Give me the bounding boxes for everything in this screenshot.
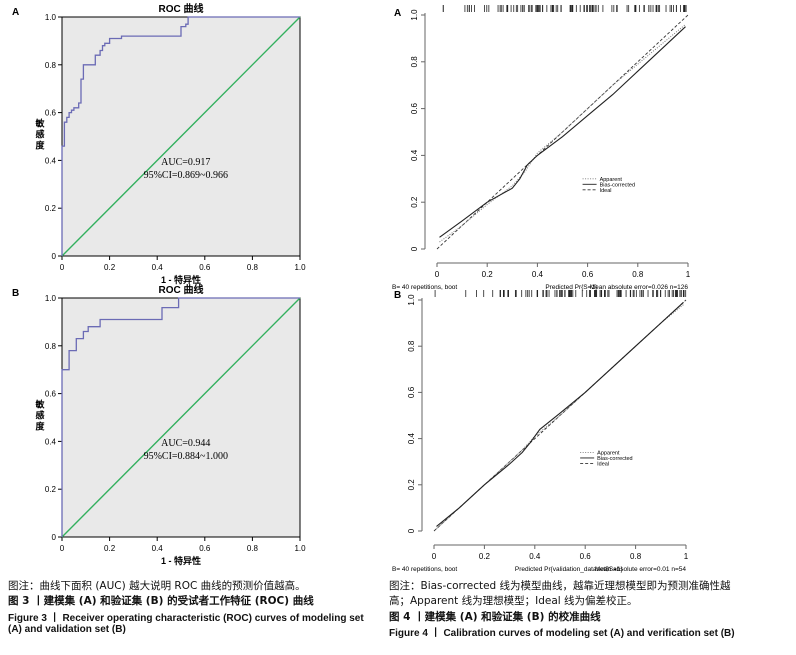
roc1-x-tick-label: 0.2 bbox=[104, 544, 116, 553]
cal3-y-tick-label: 0.6 bbox=[407, 386, 416, 398]
cal2-apparent-line bbox=[439, 24, 686, 243]
cal2-footer-left: B= 40 repetitions, boot bbox=[392, 284, 457, 291]
cal2-y-tick-label: 1.0 bbox=[410, 9, 419, 21]
fig4-note-line1: 图注：Bias-corrected 线为模型曲线，越靠近理想模型即为预测准确性越 bbox=[389, 580, 731, 592]
cal2-y-tick-label: 0.4 bbox=[410, 149, 419, 161]
cal3-y-tick-label: 0.2 bbox=[407, 479, 416, 491]
roc1-panel-label: B bbox=[12, 288, 19, 299]
roc0-x-axis-label: 1 - 特异性 bbox=[161, 274, 201, 285]
roc0-x-tick-label: 0.2 bbox=[104, 263, 116, 272]
cal2-footer-right: Mean absolute error=0.026 n=126 bbox=[590, 284, 689, 291]
fig3-caption-en-line2: (A) and validation set (B) bbox=[8, 624, 126, 635]
cal3-panel-label: B bbox=[394, 290, 401, 301]
cal3-y-tick-label: 1.0 bbox=[407, 294, 416, 306]
figure-canvas: A ROC 曲线000.20.20.40.40.60.60.80.81.01.01… bbox=[12, 2, 691, 573]
roc0-annotation: AUC=0.917 bbox=[161, 157, 210, 168]
roc0-title: ROC 曲线 bbox=[159, 2, 204, 15]
roc1-annotation: AUC=0.944 bbox=[161, 438, 210, 449]
roc1-y-axis-label: 感 bbox=[35, 410, 44, 421]
cal2-bias-corrected-line bbox=[439, 26, 686, 238]
roc0-y-axis-label: 感 bbox=[35, 129, 44, 140]
roc0-x-tick-label: 0.6 bbox=[199, 263, 211, 272]
cal3-y-tick-label: 0.4 bbox=[407, 432, 416, 444]
cal2-x-tick-label: 0.2 bbox=[482, 270, 494, 279]
roc0-x-tick-label: 1.0 bbox=[294, 263, 306, 272]
cal3-x-tick-label: 0.8 bbox=[630, 552, 642, 561]
cal2-x-tick-label: 0.4 bbox=[532, 270, 544, 279]
roc0-y-tick-label: 0.8 bbox=[45, 61, 57, 70]
roc0-y-axis-label: 度 bbox=[35, 140, 45, 151]
roc1-x-axis-label: 1 - 特异性 bbox=[161, 555, 201, 566]
roc1-reference-line bbox=[61, 297, 301, 538]
roc1-y-axis-label: 度 bbox=[35, 421, 45, 432]
roc0-x-tick-label: 0 bbox=[60, 263, 65, 272]
fig4-caption-cn: 图 4 丨建模集 (A) 和验证集 (B) 的校准曲线 bbox=[389, 611, 601, 623]
cal2-x-tick-label: 1 bbox=[686, 270, 691, 279]
fig4-note-line2: 高；Apparent 线为理想模型；Ideal 线为偏差校正。 bbox=[389, 595, 638, 607]
roc1-y-tick-label: 1.0 bbox=[45, 294, 57, 303]
cal2-legend-label: Apparent bbox=[600, 177, 623, 183]
cal2-y-tick-label: 0.6 bbox=[410, 102, 419, 114]
fig4-caption-en: Figure 4 丨 Calibration curves of modelin… bbox=[389, 628, 735, 639]
fig3-note: 图注：曲线下面积 (AUC) 越大说明 ROC 曲线的预测价值越高。 bbox=[8, 580, 306, 592]
roc0-annotation: 95%CI=0.869~0.966 bbox=[144, 170, 228, 181]
cal3-legend-label: Bias-corrected bbox=[597, 456, 632, 462]
roc0-y-tick-label: 0.6 bbox=[45, 109, 57, 118]
fig3-caption-cn: 图 3 丨建模集 (A) 和验证集 (B) 的受试者工作特征 (ROC) 曲线 bbox=[8, 595, 314, 607]
cal3-y-tick-label: 0 bbox=[407, 528, 416, 533]
roc0-y-axis-label: 敏 bbox=[34, 118, 45, 129]
cal3-x-tick-label: 0 bbox=[432, 552, 437, 561]
cal3-x-tick-label: 0.2 bbox=[479, 552, 491, 561]
cal3-x-tick-label: 1 bbox=[684, 552, 689, 561]
cal3-x-tick-label: 0.6 bbox=[580, 552, 592, 561]
roc0-x-tick-label: 0.4 bbox=[152, 263, 164, 272]
cal3-legend-label: Ideal bbox=[597, 461, 609, 467]
roc1-title: ROC 曲线 bbox=[159, 283, 204, 296]
cal2-x-tick-label: 0.8 bbox=[632, 270, 644, 279]
cal3-footer-left: B= 40 repetitions, boot bbox=[392, 566, 457, 573]
roc1-x-tick-label: 0 bbox=[60, 544, 65, 553]
roc0-panel-label: A bbox=[12, 7, 19, 18]
cal3-footer-right: Mean absolute error=0.01 n=54 bbox=[595, 566, 686, 573]
roc1-y-tick-label: 0.8 bbox=[45, 342, 57, 351]
cal2-ideal-line bbox=[436, 14, 689, 250]
roc0-x-tick-label: 0.8 bbox=[247, 263, 259, 272]
roc1-y-tick-label: 0.2 bbox=[45, 485, 57, 494]
cal3-legend-label: Apparent bbox=[597, 450, 620, 456]
cal3-x-tick-label: 0.4 bbox=[529, 552, 541, 561]
roc0-y-tick-label: 0.2 bbox=[45, 204, 57, 213]
roc1-y-tick-label: 0 bbox=[52, 533, 57, 542]
roc1-annotation: 95%CI=0.884~1.000 bbox=[144, 451, 228, 462]
roc1-y-tick-label: 0.4 bbox=[45, 437, 57, 446]
roc1-x-tick-label: 0.8 bbox=[247, 544, 259, 553]
roc0-curve bbox=[61, 16, 300, 256]
roc1-x-tick-label: 0.6 bbox=[199, 544, 211, 553]
roc1-x-tick-label: 0.4 bbox=[152, 544, 164, 553]
cal2-x-tick-label: 0 bbox=[435, 270, 440, 279]
cal2-x-tick-label: 0.6 bbox=[582, 270, 594, 279]
cal2-y-tick-label: 0 bbox=[410, 246, 419, 251]
roc1-y-axis-label: 敏 bbox=[34, 399, 45, 410]
cal2-panel-label: A bbox=[394, 8, 401, 19]
cal3-x-axis-label: Predicted Pr{validation_dataset$S=1} bbox=[515, 566, 624, 573]
roc0-y-tick-label: 1.0 bbox=[45, 13, 57, 22]
fig3-caption-en-line1: Figure 3 丨 Receiver operating characteri… bbox=[8, 613, 364, 624]
roc1-curve bbox=[61, 297, 300, 537]
cal2-x-axis-label: Predicted Pr{S=1} bbox=[545, 284, 598, 291]
roc1-y-tick-label: 0.6 bbox=[45, 390, 57, 399]
roc1-x-tick-label: 1.0 bbox=[294, 544, 306, 553]
cal3-y-tick-label: 0.8 bbox=[407, 340, 416, 352]
cal2-y-tick-label: 0.8 bbox=[410, 56, 419, 68]
cal3-bias-corrected-line bbox=[436, 301, 684, 527]
roc0-y-tick-label: 0.4 bbox=[45, 156, 57, 165]
cal2-legend-label: Bias-corrected bbox=[600, 182, 635, 188]
cal2-y-tick-label: 0.2 bbox=[410, 196, 419, 208]
roc0-y-tick-label: 0 bbox=[52, 252, 57, 261]
roc0-reference-line bbox=[61, 16, 301, 257]
cal2-legend-label: Ideal bbox=[600, 188, 612, 194]
